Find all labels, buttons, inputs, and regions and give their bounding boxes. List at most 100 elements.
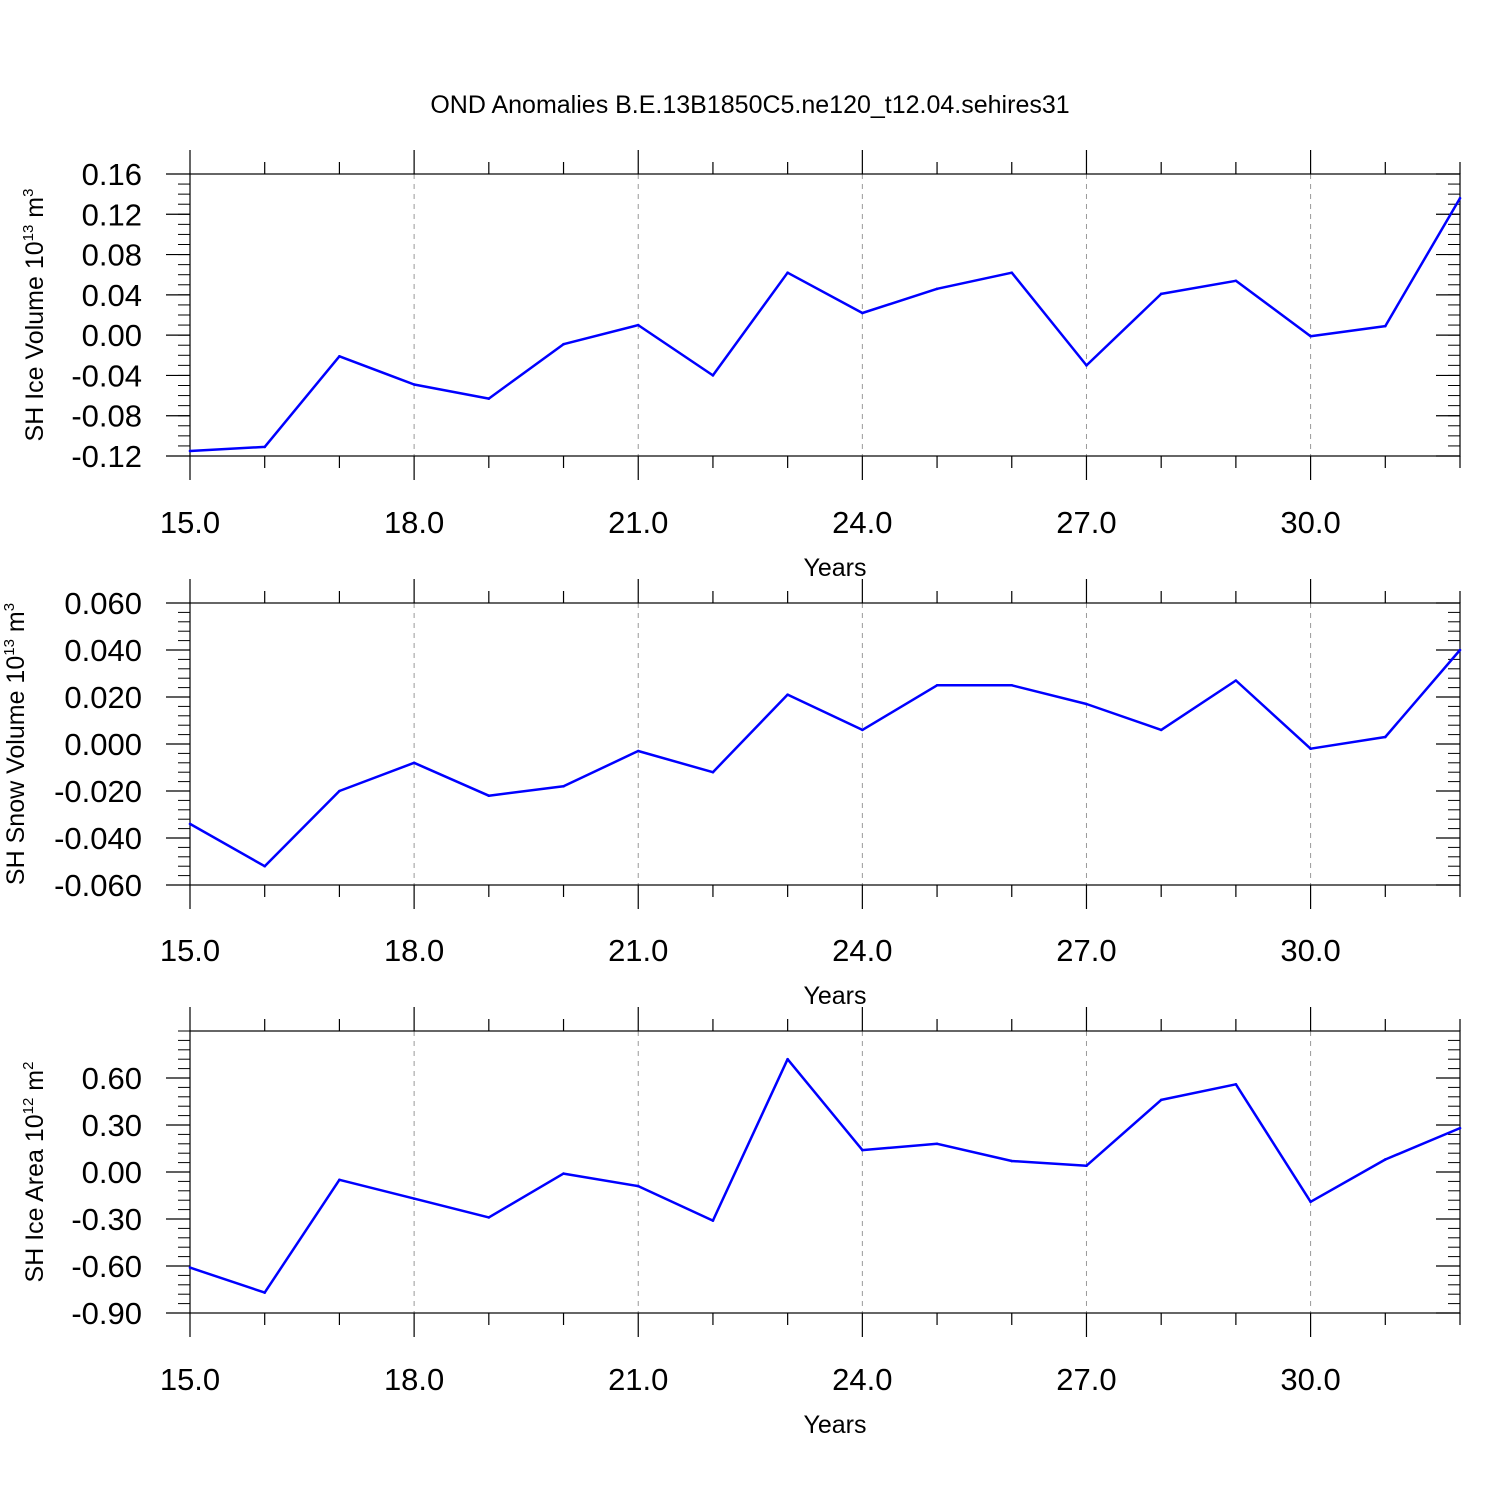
x-tick-label: 21.0	[608, 1362, 668, 1397]
y-tick-label: -0.020	[54, 774, 142, 809]
data-point	[1159, 728, 1163, 732]
data-point	[1234, 679, 1238, 682]
chart-panel-3: 15.0 18.0 21.0 24.0 27.0 30.0 0.60 0.30 0.00 -0.3…	[20, 1007, 1462, 1439]
y-tick-label: 0.30	[82, 1108, 142, 1143]
x-tick-label: 15.0	[160, 505, 220, 540]
series-line	[189, 1057, 1461, 1294]
y-axis-unit-base: 10	[21, 1114, 49, 1142]
data-point	[1085, 1164, 1088, 1168]
data-point	[711, 770, 715, 774]
data-point	[1309, 1200, 1312, 1204]
y-axis-unit-tail: m	[2, 611, 30, 639]
y-tick-label: 0.020	[64, 680, 142, 715]
data-point	[562, 1172, 565, 1175]
y-tick-label: 0.16	[82, 157, 142, 192]
x-tick-label: 27.0	[1056, 1362, 1116, 1397]
x-tick-label: 21.0	[608, 505, 668, 540]
data-point	[1159, 292, 1163, 296]
data-point	[1010, 1159, 1014, 1163]
y-axis-title: SH Ice Volume 1013 m3	[20, 189, 49, 442]
data-point	[487, 794, 491, 797]
series-line	[189, 197, 1462, 453]
data-point	[1234, 279, 1238, 283]
data-point	[1458, 648, 1462, 652]
y-axis-unit-base: 10	[21, 241, 49, 269]
x-tick-label: 24.0	[832, 1362, 892, 1397]
data-point	[1383, 324, 1387, 328]
y-axis-unit-tail: m	[21, 197, 49, 225]
data-point	[861, 1148, 864, 1152]
y-axis-unit-exponent: 12	[20, 1098, 37, 1115]
y-axis-title: SH Ice Area 1012 m2	[20, 1062, 49, 1283]
figure-title: OND Anomalies B.E.13B1850C5.ne120_t12.04…	[430, 91, 1069, 119]
y-axis-unit-tail: m	[21, 1070, 49, 1098]
data-point	[711, 374, 715, 377]
x-axis-title: Years	[803, 982, 866, 1010]
data-point	[338, 1178, 341, 1182]
data-point	[786, 693, 789, 696]
data-point	[338, 354, 341, 358]
y-tick-label: -0.040	[54, 821, 142, 856]
data-point	[263, 864, 267, 868]
y-axis-unit-base: 10	[2, 656, 30, 684]
data-point	[338, 789, 341, 793]
data-point	[786, 271, 789, 275]
data-point	[1458, 1126, 1462, 1130]
panels: 15.0 18.0 21.0 24.0 27.0 30.0 0.16 0.12 0.08 0.04…	[1, 150, 1462, 1439]
data-point	[487, 1216, 491, 1219]
y-tick-label: 0.00	[82, 318, 142, 353]
y-tick-label: 0.060	[64, 586, 142, 621]
data-point	[263, 445, 267, 449]
data-point	[263, 1291, 267, 1294]
data-point	[1085, 364, 1088, 367]
y-axis-unit-exponent: 13	[1, 639, 18, 656]
data-point	[935, 287, 939, 291]
y-tick-label: 0.12	[82, 197, 142, 232]
data-point	[487, 397, 491, 400]
data-point	[636, 1184, 640, 1188]
data-point	[636, 749, 640, 753]
y-axis-title-text: SH Ice Area	[21, 1142, 49, 1282]
x-axis-title: Years	[803, 1411, 866, 1439]
chart-panel-2: 15.0 18.0 21.0 24.0 27.0 30.0 0.060 0.040 0.020 0…	[1, 579, 1462, 1010]
data-point	[1309, 747, 1312, 750]
data-point	[861, 728, 864, 732]
y-axis-unit-tail-exponent: 2	[20, 1062, 37, 1070]
data-point	[1010, 683, 1014, 687]
x-tick-label: 27.0	[1056, 505, 1116, 540]
data-point	[935, 1142, 939, 1146]
y-axis-title-text: SH Ice Volume	[21, 269, 49, 441]
data-point	[1383, 1158, 1387, 1161]
data-point	[1159, 1098, 1163, 1102]
data-point	[935, 683, 939, 687]
data-point	[786, 1057, 789, 1061]
data-point	[412, 1197, 416, 1200]
data-point	[188, 822, 192, 826]
x-tick-label: 15.0	[160, 1362, 220, 1397]
y-tick-label: -0.30	[71, 1202, 142, 1237]
x-tick-label: 30.0	[1280, 505, 1340, 540]
y-tick-label: 0.60	[82, 1061, 142, 1096]
y-tick-label: -0.04	[71, 358, 142, 393]
data-point	[711, 1219, 715, 1222]
data-point	[188, 449, 192, 453]
y-tick-label: 0.08	[82, 238, 142, 273]
x-tick-label: 15.0	[160, 933, 220, 968]
y-tick-label: 0.04	[82, 278, 142, 313]
data-point	[412, 383, 416, 386]
data-point	[1383, 735, 1387, 739]
x-axis-title: Years	[803, 554, 866, 582]
y-tick-label: -0.90	[71, 1296, 142, 1331]
series-line	[189, 649, 1461, 868]
x-tick-label: 18.0	[384, 505, 444, 540]
y-tick-label: 0.040	[64, 633, 142, 668]
x-tick-label: 30.0	[1280, 1362, 1340, 1397]
y-tick-label: -0.60	[71, 1249, 142, 1284]
y-tick-label: -0.12	[71, 439, 142, 474]
data-point	[1085, 702, 1088, 706]
y-tick-label: 0.00	[82, 1155, 142, 1190]
data-point	[562, 342, 565, 346]
y-tick-label: 0.000	[64, 727, 142, 762]
y-axis-title-text: SH Snow Volume	[2, 684, 30, 886]
